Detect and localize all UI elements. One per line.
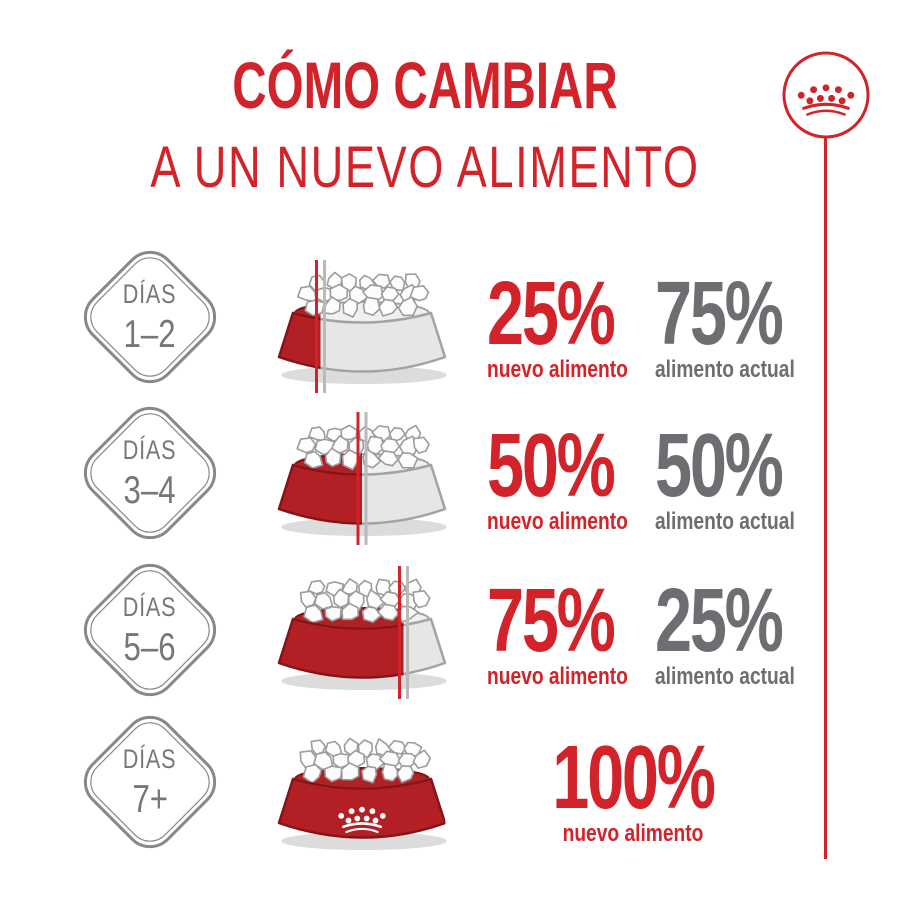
page-title: CÓMO CAMBIAR A UN NUEVO ALIMENTO [25, 52, 825, 197]
new-pct-label: nuevo alimento [487, 663, 628, 690]
days-badge-text: DÍAS 5–6 [75, 555, 225, 705]
food-bowl-graphic-25 [277, 260, 447, 393]
new-pct-value: 75% [487, 571, 616, 671]
title-line-2: A UN NUEVO ALIMENTO [150, 135, 700, 200]
food-bowl-graphic-100 [277, 737, 447, 850]
new-pct-label: nuevo alimento [562, 820, 704, 847]
days-range: 3–4 [123, 468, 177, 512]
new-pct-value: 50% [487, 416, 616, 516]
days-badge-text: DÍAS 7+ [75, 707, 225, 857]
food-bowl-graphic-50 [277, 412, 447, 545]
days-range: 1–2 [123, 312, 177, 356]
kibble-pile [299, 737, 432, 784]
days-badge-1: DÍAS 1–2 [75, 242, 225, 392]
days-word: DÍAS [123, 434, 177, 465]
diamond-badge-shape [83, 250, 217, 384]
logo-circle [782, 51, 870, 139]
days-badge-text: DÍAS 1–2 [75, 242, 225, 392]
crown-icon [797, 84, 855, 116]
current-food-percentage: 50% alimento actual [655, 416, 830, 535]
current-pct-label: alimento actual [655, 663, 795, 690]
decorative-vertical-line [824, 137, 827, 859]
new-food-percentage: 100% nuevo alimento [508, 728, 758, 847]
days-badge-text: DÍAS 3–4 [75, 398, 225, 548]
diamond-badge-shape [83, 563, 217, 697]
days-word: DÍAS [123, 743, 177, 774]
diamond-badge-shape [83, 715, 217, 849]
current-pct-value: 50% [655, 416, 784, 516]
current-food-percentage: 75% alimento actual [655, 264, 830, 383]
new-pct-value: 100% [552, 728, 716, 828]
kibble-pile [296, 271, 430, 318]
current-pct-value: 25% [655, 571, 784, 671]
title-line-1: CÓMO CAMBIAR [232, 48, 618, 122]
current-pct-value: 75% [655, 264, 784, 364]
days-badge-4: DÍAS 7+ [75, 707, 225, 857]
kibble-pile [296, 424, 430, 471]
current-pct-label: alimento actual [655, 356, 795, 383]
days-word: DÍAS [123, 591, 177, 622]
new-pct-label: nuevo alimento [487, 356, 628, 383]
crown-icon [338, 806, 386, 834]
days-range: 5–6 [123, 625, 177, 669]
new-pct-value: 25% [487, 264, 616, 364]
diamond-badge-shape [83, 406, 217, 540]
days-badge-2: DÍAS 3–4 [75, 398, 225, 548]
days-range: 7+ [132, 777, 168, 821]
new-food-percentage: 75% nuevo alimento [487, 571, 663, 690]
days-badge-3: DÍAS 5–6 [75, 555, 225, 705]
new-pct-label: nuevo alimento [487, 508, 628, 535]
days-word: DÍAS [123, 278, 177, 309]
new-food-percentage: 25% nuevo alimento [487, 264, 663, 383]
royal-canin-crown-logo [782, 51, 870, 139]
food-bowl-graphic-75 [277, 566, 447, 699]
new-food-percentage: 50% nuevo alimento [487, 416, 663, 535]
current-food-percentage: 25% alimento actual [655, 571, 830, 690]
kibble-pile [299, 578, 431, 624]
current-pct-label: alimento actual [655, 508, 795, 535]
